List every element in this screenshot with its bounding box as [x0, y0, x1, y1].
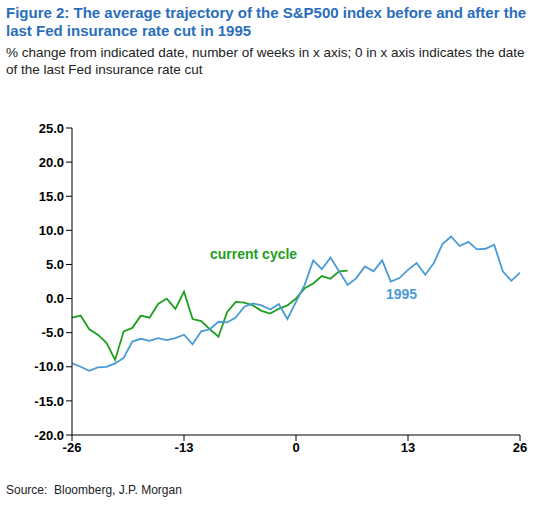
svg-text:0: 0 [292, 440, 299, 455]
svg-text:25.0: 25.0 [39, 121, 64, 136]
svg-text:-13: -13 [175, 440, 194, 455]
svg-text:-26: -26 [63, 440, 82, 455]
svg-text:-20.0: -20.0 [34, 428, 64, 443]
html-text:current cycle: current cycle [210, 246, 298, 262]
svg-text:10.0: 10.0 [39, 223, 64, 238]
svg-text:26: 26 [513, 440, 527, 455]
svg-text:13: 13 [401, 440, 415, 455]
html-text:1995: 1995 [386, 286, 418, 302]
svg-text:0.0: 0.0 [46, 291, 64, 306]
html-text:% change from indicated date,: % change from indicated date, number of … [6, 45, 525, 77]
html-text:Figure 2: The average trajecto: Figure 2: The average trajectory of the … [6, 4, 527, 39]
svg-text:-5.0: -5.0 [42, 325, 64, 340]
svg-text:20.0: 20.0 [39, 155, 64, 170]
svg-text:-15.0: -15.0 [34, 394, 64, 409]
svg-text:-10.0: -10.0 [34, 359, 64, 374]
html-text:Source: Bloomberg, J.P. Morgan: Source: Bloomberg, J.P. Morgan [6, 483, 182, 497]
svg-text:5.0: 5.0 [46, 257, 64, 272]
svg-text:15.0: 15.0 [39, 189, 64, 204]
